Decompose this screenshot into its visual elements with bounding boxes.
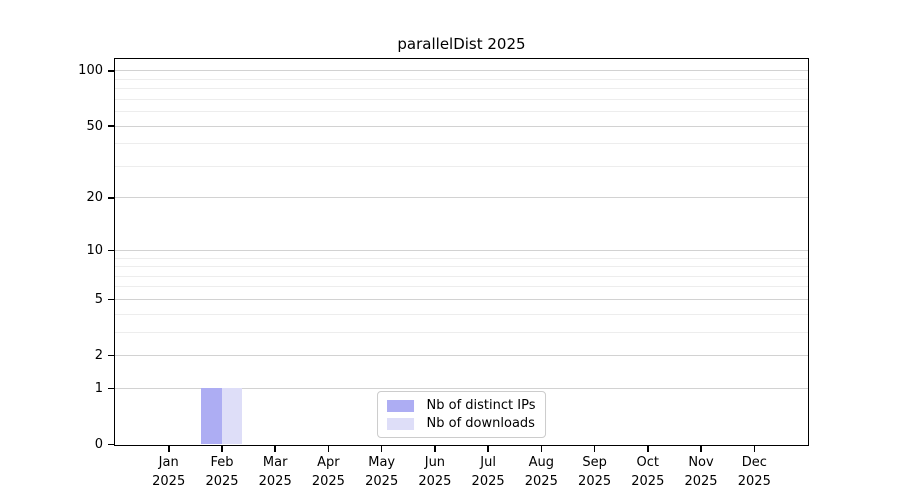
- x-tick-month: Oct: [636, 455, 660, 470]
- y-tick-mark: [108, 443, 114, 446]
- x-tick-month: Jan: [158, 455, 179, 470]
- legend-label: Nb of downloads: [426, 416, 535, 431]
- x-tick-label: Nov 2025: [669, 453, 733, 491]
- gridline-minor: [115, 78, 808, 80]
- x-tick-label: Apr 2025: [296, 453, 360, 491]
- legend-swatch: [386, 417, 414, 430]
- x-tick-mark: [327, 446, 330, 452]
- bar-nb-of-downloads: [221, 387, 242, 444]
- x-tick-month: Dec: [741, 455, 767, 470]
- gridline-major: [115, 197, 808, 199]
- gridline-minor: [115, 286, 808, 288]
- gridline-major: [115, 125, 808, 127]
- x-tick-mark: [168, 446, 170, 452]
- gridline-major: [115, 387, 808, 389]
- x-tick-year: 2025: [471, 474, 505, 489]
- x-tick-mark: [380, 446, 383, 452]
- gridline-minor: [115, 88, 808, 90]
- x-tick-year: 2025: [365, 474, 399, 489]
- bar-nb-of-distinct-ips: [201, 387, 222, 444]
- x-tick-label: Sep 2025: [563, 453, 627, 491]
- gridline-major: [115, 70, 808, 72]
- x-tick-month: Sep: [582, 455, 607, 470]
- x-tick-month: May: [368, 455, 396, 470]
- y-tick-mark: [108, 387, 114, 390]
- gridline-minor: [115, 257, 808, 259]
- x-tick-label: Dec 2025: [722, 453, 786, 491]
- x-tick-mark: [700, 446, 702, 452]
- x-tick-label: Oct 2025: [616, 453, 680, 491]
- plot-area: Nb of distinct IPs Nb of downloads: [114, 58, 809, 446]
- x-tick-year: 2025: [152, 474, 186, 489]
- y-tick-label: 0: [94, 437, 103, 452]
- y-tick-mark: [108, 298, 114, 301]
- x-tick-year: 2025: [631, 474, 665, 489]
- legend-item: Nb of distinct IPs: [386, 398, 536, 413]
- x-tick-year: 2025: [205, 474, 239, 489]
- x-tick-year: 2025: [684, 474, 718, 489]
- x-tick-label: Jun 2025: [403, 453, 467, 491]
- chart-title: parallelDist 2025: [397, 35, 526, 53]
- x-tick-month: Jul: [480, 455, 496, 470]
- x-tick-month: Nov: [688, 455, 714, 470]
- gridline-minor: [115, 331, 808, 333]
- y-tick-mark: [108, 125, 114, 127]
- gridline-minor: [115, 266, 808, 267]
- y-tick-mark: [108, 249, 114, 251]
- gridline-minor: [115, 165, 808, 167]
- x-tick-mark: [274, 446, 276, 452]
- x-tick-year: 2025: [311, 474, 345, 489]
- gridline-minor: [115, 313, 808, 315]
- gridline-major: [115, 249, 808, 251]
- x-tick-year: 2025: [737, 474, 771, 489]
- x-tick-month: Jun: [424, 455, 446, 470]
- x-tick-month: Apr: [317, 455, 340, 470]
- y-tick-label: 100: [78, 63, 103, 79]
- legend: Nb of distinct IPs Nb of downloads: [376, 391, 547, 438]
- gridline-minor: [115, 275, 808, 277]
- y-tick-mark: [108, 197, 114, 199]
- x-tick-label: Mar 2025: [243, 453, 307, 491]
- x-tick-label: Jul 2025: [456, 453, 520, 491]
- x-tick-mark: [487, 446, 489, 452]
- x-tick-month: Feb: [210, 455, 234, 470]
- x-tick-mark: [753, 446, 755, 452]
- y-tick-label: 2: [94, 348, 103, 363]
- legend-swatch: [386, 399, 414, 412]
- x-tick-label: Jan 2025: [137, 453, 201, 491]
- x-tick-year: 2025: [524, 474, 558, 489]
- y-tick-label: 5: [94, 291, 103, 307]
- y-tick-mark: [108, 354, 114, 357]
- gridline-minor: [115, 98, 808, 100]
- gridline-major: [115, 298, 808, 300]
- y-tick-label: 50: [86, 118, 103, 134]
- gridline-minor: [115, 143, 808, 145]
- y-tick-label: 20: [86, 190, 103, 206]
- x-tick-label: May 2025: [350, 453, 414, 491]
- x-tick-month: Mar: [262, 455, 288, 470]
- x-tick-label: Aug 2025: [509, 453, 573, 491]
- x-tick-year: 2025: [418, 474, 452, 489]
- x-tick-label: Feb 2025: [190, 453, 254, 491]
- legend-item: Nb of downloads: [386, 416, 536, 431]
- x-tick-mark: [593, 446, 596, 452]
- gridline-major: [115, 355, 808, 356]
- x-tick-mark: [221, 446, 223, 452]
- x-tick-mark: [540, 446, 543, 452]
- x-tick-year: 2025: [258, 474, 292, 489]
- x-tick-mark: [647, 446, 649, 452]
- y-tick-label: 10: [86, 242, 103, 258]
- gridline-minor: [115, 111, 808, 113]
- x-tick-mark: [434, 446, 436, 452]
- y-tick-mark: [108, 70, 114, 72]
- legend-label: Nb of distinct IPs: [426, 398, 536, 413]
- y-tick-label: 1: [94, 380, 103, 396]
- x-tick-month: Aug: [528, 455, 554, 470]
- x-tick-year: 2025: [578, 474, 612, 489]
